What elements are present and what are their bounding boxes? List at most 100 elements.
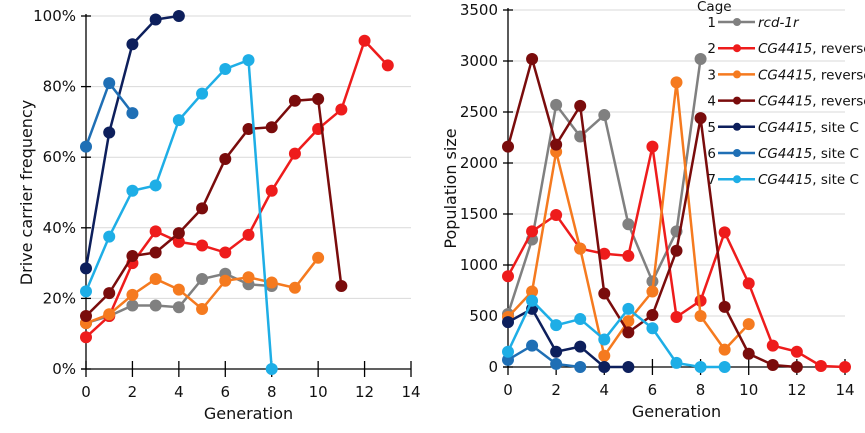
right-x-tick-label: 2 [551, 381, 561, 399]
right-x-tick-label: 10 [739, 381, 758, 399]
right-y-tick-label: 3000 [460, 52, 498, 70]
data-point [574, 361, 587, 373]
data-point [149, 225, 162, 238]
legend-label: CG4415, site C [758, 172, 859, 188]
legend-marker [733, 175, 741, 184]
left-x-tick-label: 4 [174, 383, 184, 401]
data-point [502, 345, 514, 358]
data-point [670, 311, 683, 324]
data-point [335, 103, 348, 116]
legend-marker [733, 18, 741, 26]
data-point [622, 302, 635, 315]
legend-gene: CG4415 [758, 67, 812, 83]
data-point [694, 52, 707, 65]
data-point [694, 310, 707, 322]
data-point [80, 140, 92, 153]
right-series-cage-3 [502, 76, 755, 362]
data-point [149, 179, 162, 192]
data-point [694, 361, 707, 373]
data-point [742, 277, 755, 290]
data-point [502, 316, 514, 329]
data-point [718, 343, 731, 356]
data-point [126, 299, 139, 312]
legend-title: Cage [697, 0, 732, 15]
data-point [550, 209, 563, 222]
data-point [312, 92, 325, 105]
data-point [646, 308, 659, 321]
left-x-axis-label: Generation [204, 404, 293, 423]
data-point [265, 363, 278, 375]
data-point [766, 339, 779, 352]
data-point [149, 272, 162, 285]
left-chart: 0% 20% 40% 60% 80% 100% 0 2 4 6 8 10 12 14 Generation D… [17, 7, 421, 423]
left-x-tick-label: 2 [128, 383, 138, 401]
data-point [790, 345, 803, 358]
data-point [103, 287, 116, 300]
data-point [242, 271, 255, 284]
data-point [598, 333, 611, 346]
data-point [526, 339, 539, 352]
legend-suffix: , site C [812, 172, 859, 188]
data-point [196, 202, 209, 215]
data-point [265, 121, 278, 134]
right-x-tick-label: 12 [787, 381, 806, 399]
data-point [718, 361, 731, 373]
data-point [622, 326, 635, 339]
data-point [598, 287, 611, 300]
data-point [814, 359, 827, 372]
data-point [358, 34, 371, 47]
data-point [646, 285, 659, 298]
data-point [172, 227, 185, 240]
legend-suffix: , reverse [812, 41, 865, 57]
legend-marker [733, 122, 741, 131]
legend-suffix: , reverse [812, 67, 865, 83]
data-point [196, 302, 209, 315]
right-series-cage-6 [502, 339, 587, 373]
right-series-cage-5 [502, 302, 635, 373]
legend-number: 4 [707, 94, 716, 110]
data-point [598, 247, 611, 260]
left-y-tick-label: 80% [43, 78, 76, 96]
data-point [646, 322, 659, 335]
left-series-cage-4 [80, 92, 348, 323]
data-point [172, 114, 185, 127]
legend-entry-cage-4: 4 CG4415, reverse [707, 94, 865, 110]
legend-suffix: , site C [812, 146, 859, 162]
legend-marker [733, 96, 741, 105]
legend-label: rcd-1r [758, 15, 800, 31]
data-point [288, 147, 301, 160]
data-point [80, 310, 92, 323]
data-point [502, 270, 514, 283]
left-x-tick-label: 6 [221, 383, 231, 401]
legend-label: CG4415, site C [758, 120, 859, 136]
right-y-axis-label: Population size [441, 128, 460, 248]
data-point [742, 347, 755, 360]
data-point [265, 184, 278, 197]
right-y-tick-label: 2500 [460, 103, 498, 121]
right-series-cage-7 [502, 294, 731, 373]
data-point [574, 242, 587, 255]
legend-gene: CG4415 [758, 41, 812, 57]
left-series-cage-5 [80, 10, 185, 275]
data-point [550, 138, 563, 151]
legend-entry-cage-2: 2 CG4415, reverse [707, 41, 865, 57]
legend-suffix: , reverse [812, 94, 865, 110]
legend-number: 2 [707, 41, 716, 57]
data-point [288, 94, 301, 107]
data-point [103, 230, 116, 243]
legend-marker [733, 70, 741, 79]
left-y-tick-label: 100% [33, 7, 76, 25]
right-x-axis-label: Generation [632, 402, 721, 421]
right-y-tick-label: 1000 [460, 256, 498, 274]
legend-label: CG4415, site C [758, 146, 859, 162]
data-point [839, 361, 851, 373]
right-x-tick-label: 0 [503, 381, 513, 399]
data-point [219, 246, 232, 259]
data-point [718, 226, 731, 239]
series-line [507, 307, 629, 369]
left-y-tick-label: 40% [43, 219, 76, 237]
right-x-tick-label: 4 [600, 381, 610, 399]
